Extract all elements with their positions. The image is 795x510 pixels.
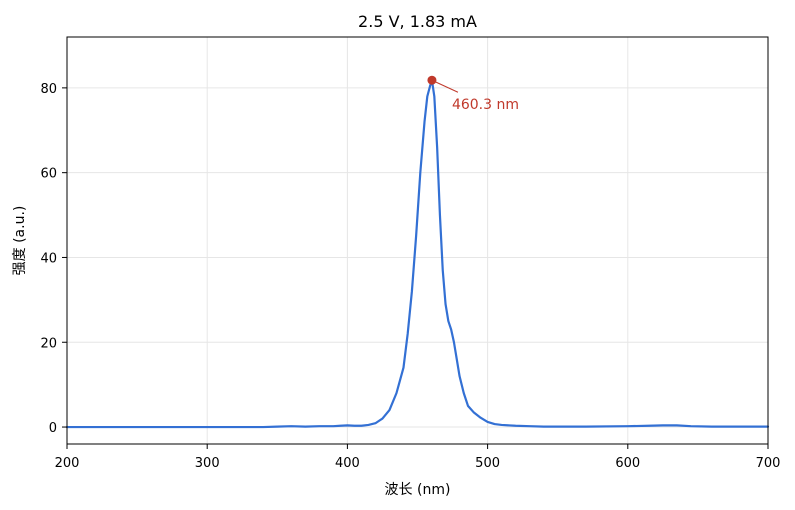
peak-label: 460.3 nm — [452, 97, 519, 113]
y-tick-label: 60 — [40, 167, 57, 182]
x-tick-label: 400 — [335, 456, 360, 471]
series-line — [65, 79, 770, 429]
plot-frame — [66, 36, 769, 445]
chart-title: 2.5 V, 1.83 mA — [358, 12, 477, 31]
grid — [66, 37, 769, 444]
y-tick-label: 40 — [40, 251, 57, 266]
y-tick-label: 20 — [40, 336, 57, 351]
y-axis-label: 强度 (a.u.) — [12, 206, 28, 276]
y-tick-label: 0 — [49, 421, 57, 436]
peak-leader-line — [431, 79, 459, 93]
x-tick-label: 300 — [195, 456, 220, 471]
peak-annotation: 460.3 nm — [427, 75, 519, 113]
y-tick-label: 80 — [40, 82, 57, 97]
series-layer — [65, 79, 770, 429]
peak-marker — [427, 75, 437, 85]
x-tick-label: 600 — [615, 456, 640, 471]
x-axis: 200 300 400 500 600 700 — [55, 444, 781, 471]
x-tick-label: 200 — [55, 456, 80, 471]
y-axis: 0 20 40 60 80 — [40, 82, 67, 436]
x-tick-label: 500 — [475, 456, 500, 471]
x-tick-label: 700 — [756, 456, 781, 471]
x-axis-label: 波长 (nm) — [385, 482, 451, 498]
